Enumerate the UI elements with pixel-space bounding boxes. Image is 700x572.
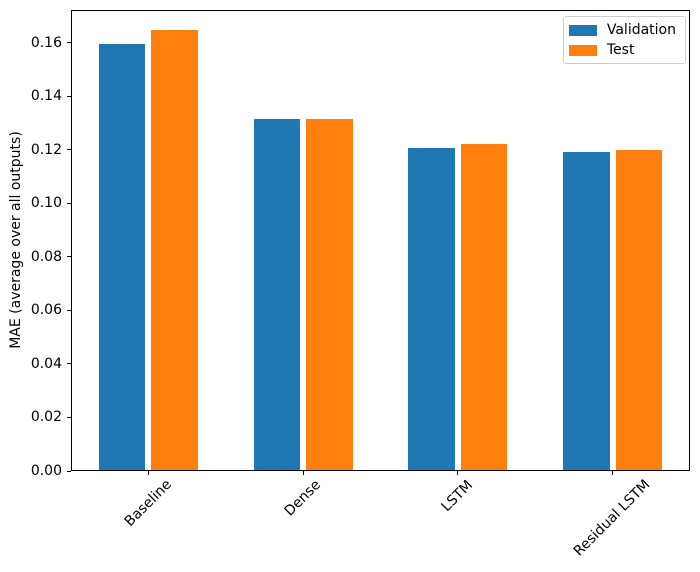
y-tick-mark [67, 149, 71, 151]
legend-swatch-test [568, 44, 597, 56]
legend-item-test: Test [568, 42, 676, 58]
bar-test-lstm [460, 143, 508, 470]
y-tick-mark [67, 256, 71, 258]
y-tick-mark [67, 470, 71, 472]
legend-label-validation: Validation [606, 22, 676, 38]
y-tick-mark [67, 95, 71, 97]
x-tick-label-lstm: LSTM [438, 476, 477, 515]
y-tick-label: 0.00 [30, 463, 62, 479]
x-tick-label-baseline: Baseline [121, 476, 175, 531]
legend-item-validation: Validation [568, 22, 676, 38]
bar-validation-lstm [408, 147, 455, 470]
y-tick-label: 0.16 [30, 34, 62, 51]
bar-validation-residual-lstm [563, 151, 610, 470]
y-tick-mark [67, 202, 71, 204]
bar-test-dense [306, 118, 353, 470]
x-tick-mark [612, 471, 614, 475]
bar-validation-dense [253, 118, 301, 470]
y-tick-mark [67, 363, 71, 365]
bar-test-baseline [151, 29, 198, 470]
y-tick-label: 0.14 [30, 88, 62, 105]
legend-label-test: Test [606, 42, 635, 58]
x-tick-mark [147, 471, 149, 475]
y-tick-label: 0.10 [30, 195, 62, 212]
y-tick-mark [67, 416, 71, 418]
y-tick-mark [67, 309, 71, 311]
bar-test-residual-lstm [615, 150, 663, 470]
x-tick-mark [457, 471, 459, 475]
x-tick-mark [302, 471, 304, 475]
legend: Validation Test [562, 16, 686, 64]
x-tick-label-dense: Dense [281, 476, 325, 520]
y-tick-label: 0.04 [30, 355, 62, 372]
plot-area: Validation Test [71, 10, 690, 471]
y-tick-mark [67, 42, 71, 44]
bar-validation-baseline [98, 43, 146, 470]
y-tick-label: 0.08 [30, 248, 62, 265]
legend-swatch-validation [568, 24, 597, 36]
y-tick-label: 0.12 [30, 141, 62, 158]
y-tick-label: 0.06 [30, 302, 62, 319]
x-tick-label-residual-lstm: Residual LSTM [570, 477, 654, 560]
y-tick-label: 0.02 [30, 409, 62, 426]
